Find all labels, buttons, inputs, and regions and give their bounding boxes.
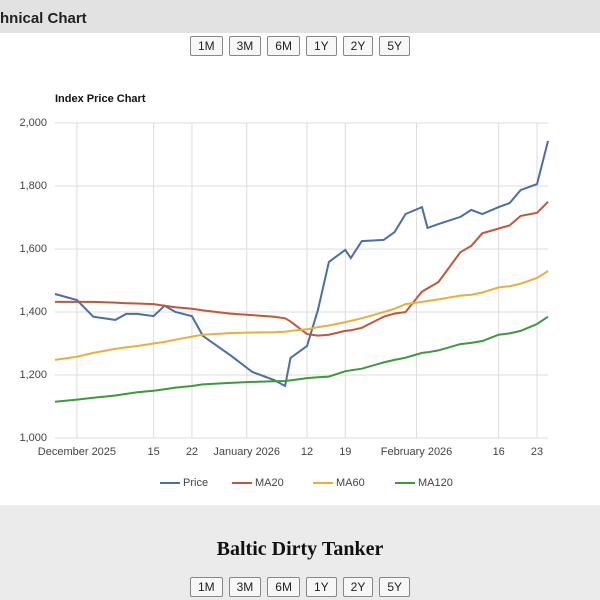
range-button[interactable]: 6M [267,577,300,597]
y-tick-label: 1,000 [19,432,47,444]
header-title: hnical Chart [0,0,600,33]
range-button[interactable]: 1Y [305,577,337,597]
range-button[interactable]: 5Y [379,577,411,597]
range-button[interactable]: 1Y [305,36,337,56]
section-title: Baltic Dirty Tanker [216,538,384,560]
x-tick-label: 16 [493,446,505,458]
range-button[interactable]: 2Y [342,577,374,597]
legend-label: MA60 [336,477,365,489]
y-tick-label: 1,400 [19,306,47,318]
x-tick-label: 15 [147,446,159,458]
range-button[interactable]: 1M [189,577,223,597]
series-line [55,201,549,337]
chart-title: Index Price Chart [55,93,146,105]
x-tick-label: 22 [186,446,198,458]
x-tick-label: January 2026 [213,446,280,458]
x-tick-label: December 2025 [38,446,116,458]
legend-label: MA20 [255,477,284,489]
y-tick-label: 1,800 [19,180,47,192]
range-button[interactable]: 3M [228,577,262,597]
legend-label: MA120 [418,477,453,489]
range-buttons: 1M 3M 6M 1Y 2Y 5Y [0,36,600,56]
range-button[interactable]: 1M [189,36,223,56]
range-button[interactable]: 5Y [379,36,411,56]
chart: Index Price Chart 1,000 1,200 1,400 1,600 1,8… [19,93,549,489]
series-line [54,315,549,403]
x-tick-label: February 2026 [381,446,453,458]
range-button[interactable]: 6M [267,36,300,56]
x-tick-label: 12 [301,446,313,458]
x-tick-label: 23 [531,446,543,458]
legend-label: Price [183,477,208,489]
series-line [54,140,549,388]
y-tick-label: 1,200 [19,369,47,381]
range-button[interactable]: 3M [228,36,262,56]
series-line [54,270,549,361]
x-tick-label: 19 [339,446,351,458]
y-tick-label: 1,600 [19,243,47,255]
range-buttons: 1M 3M 6M 1Y 2Y 5Y [0,577,600,597]
range-button[interactable]: 2Y [342,36,374,56]
y-tick-label: 2,000 [19,117,47,129]
bottom-panel [0,505,600,600]
